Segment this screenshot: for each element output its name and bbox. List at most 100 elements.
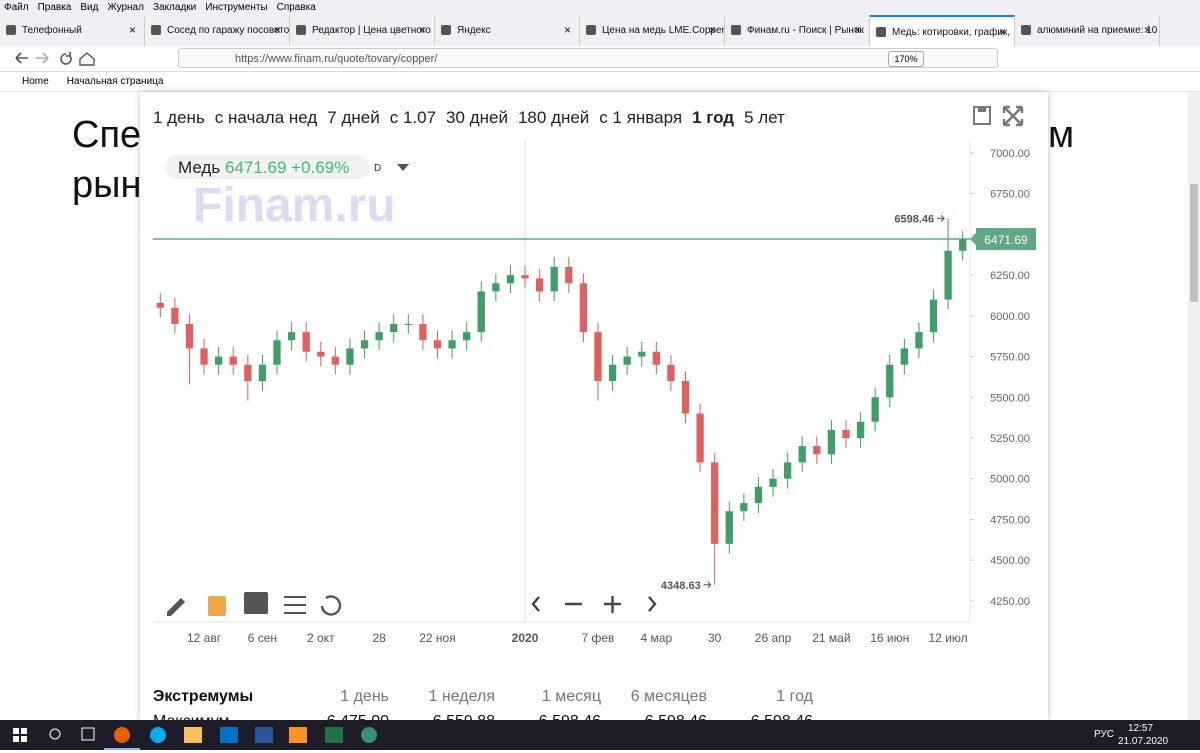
clock-time[interactable]: 12:57 — [1128, 723, 1154, 734]
tab-title[interactable]: Сосед по гаражу посоветовал — [167, 25, 290, 36]
search-button[interactable] — [49, 728, 61, 740]
bookmark[interactable]: Начальная страница — [66, 76, 164, 87]
candle-body — [273, 340, 281, 365]
period-button[interactable]: 1 год — [692, 108, 735, 127]
y-tick-label: 7000.00 — [990, 148, 1030, 160]
menu-item[interactable]: Файл — [4, 2, 29, 13]
tab-title[interactable]: Телефонный — [22, 25, 82, 36]
chart: Медь 6471.69 +0.69% D Finam.ru 12 авг 6 с… — [153, 105, 1036, 645]
interval-dropdown[interactable] — [397, 164, 409, 171]
period-button[interactable]: с 1 января — [599, 108, 683, 127]
url-field[interactable]: https://www.finam.ru/quote/tovary/copper… — [178, 48, 998, 68]
excel-icon[interactable] — [325, 727, 343, 743]
menu-item[interactable]: Правка — [37, 2, 72, 13]
header-cell: Экстремумы — [153, 687, 254, 705]
tab[interactable]: Редактор | Цена цветного × — [290, 15, 435, 46]
tab[interactable]: Сосед по гаражу посоветовал× — [145, 15, 290, 46]
task-view[interactable] — [81, 727, 95, 741]
tab[interactable]: Яндекс × — [435, 15, 580, 46]
explorer-icon[interactable] — [184, 727, 202, 743]
interval[interactable]: D — [374, 163, 381, 174]
app-icon[interactable] — [289, 727, 307, 743]
tab-title[interactable]: Редактор | Цена цветного — [312, 25, 431, 36]
y-tick-label: 4750.00 — [990, 514, 1030, 526]
tab-close[interactable]: × — [418, 23, 426, 37]
scroll-thumb[interactable] — [1190, 184, 1198, 302]
period-button[interactable]: с 1.07 — [389, 108, 437, 127]
tab-close[interactable]: × — [273, 23, 281, 37]
menu-item[interactable]: Инструменты — [205, 2, 268, 13]
tab-title[interactable]: Цена на медь LME.Copper — [602, 25, 725, 36]
menu-item[interactable]: Журнал — [107, 2, 144, 13]
tab-close[interactable]: × — [1143, 23, 1151, 37]
word-icon[interactable] — [255, 727, 273, 743]
candle-body — [681, 381, 690, 414]
notes-tool[interactable] — [208, 596, 226, 616]
period-button[interactable]: 180 дней — [517, 108, 590, 127]
tab-close[interactable]: × — [998, 25, 1006, 39]
settings-tool[interactable] — [284, 596, 306, 614]
scroll-right[interactable] — [648, 596, 657, 612]
tab-close[interactable]: × — [708, 23, 716, 37]
tab-title[interactable]: алюминий на приемке: 10 — [1037, 25, 1158, 36]
tab-close[interactable]: × — [128, 23, 136, 37]
tab-close[interactable]: × — [563, 23, 571, 37]
tab[interactable]: Телефонный × — [0, 15, 145, 46]
menu-item[interactable]: Вид — [80, 2, 99, 13]
fullscreen-icon[interactable] — [1002, 105, 1024, 127]
home-button[interactable] — [79, 52, 95, 66]
tab[interactable]: Цена на медь LME.Copper × — [580, 15, 725, 46]
header-cell: 1 день — [340, 687, 389, 705]
zoom-level[interactable]: 170% — [888, 51, 924, 67]
max-annotation: 6598.46 — [894, 213, 934, 225]
draw-tool[interactable] — [167, 598, 185, 616]
candle-body — [623, 356, 631, 365]
tab-icon — [1021, 25, 1031, 35]
language[interactable]: РУС — [1094, 729, 1115, 740]
tab-title[interactable]: Медь: котировки, график, — [892, 27, 1011, 38]
outlook-icon[interactable] — [220, 727, 238, 743]
table-cell: 6 598.46 — [495, 709, 601, 721]
x-tick-label: 7 фев — [582, 631, 615, 645]
period-button[interactable]: 1 день — [153, 108, 205, 127]
candle-body — [754, 486, 763, 504]
tab-title[interactable]: Финам.ru - Поиск | Рынок — [747, 25, 864, 36]
candle-body — [696, 413, 704, 463]
app-icon[interactable] — [361, 727, 377, 743]
save-icon[interactable] — [973, 106, 991, 125]
candle-body — [404, 324, 412, 326]
period-button[interactable]: 5 лет — [744, 108, 785, 127]
y-tick-label: 5750.00 — [990, 352, 1030, 364]
forward-button[interactable] — [36, 52, 49, 64]
tab-close[interactable]: × — [853, 23, 861, 37]
reload-button[interactable] — [60, 52, 72, 65]
clock-date[interactable]: 21.07.2020 — [1118, 736, 1169, 747]
scroll-left[interactable] — [531, 596, 540, 612]
bookmark[interactable]: Home — [22, 76, 49, 87]
firefox-icon[interactable] — [114, 727, 130, 743]
candle-body — [506, 275, 515, 284]
menu-item[interactable]: Справка — [276, 2, 316, 13]
candle-body — [200, 348, 208, 365]
period-button[interactable]: с начала нед — [214, 108, 318, 127]
compare-tool[interactable] — [244, 592, 268, 614]
candle-body — [638, 351, 646, 357]
period-button[interactable]: 7 дней — [327, 108, 380, 127]
tab[interactable]: Финам.ru - Поиск | Рынок × — [725, 15, 870, 46]
menu-item[interactable]: Закладки — [152, 2, 197, 13]
skype-icon[interactable] — [150, 727, 166, 743]
candle-body — [594, 332, 602, 381]
zoom-in[interactable] — [604, 596, 621, 613]
tab[interactable]: Медь: котировки, график, × — [870, 15, 1015, 46]
start-button[interactable] — [13, 728, 27, 742]
scrollbar[interactable] — [1188, 92, 1200, 720]
period-button[interactable]: 30 дней — [446, 108, 508, 127]
back-button[interactable] — [15, 52, 28, 64]
tab[interactable]: алюминий на приемке: 10 × — [1015, 15, 1160, 46]
table-cell: 6 559.88 — [389, 709, 495, 721]
table-cell: 6 598.46 — [601, 709, 707, 721]
tab-title[interactable]: Яндекс — [457, 25, 491, 36]
x-tick-label: 26 апр — [755, 631, 792, 645]
reset-tool[interactable] — [320, 595, 342, 616]
candle-body — [842, 429, 850, 438]
